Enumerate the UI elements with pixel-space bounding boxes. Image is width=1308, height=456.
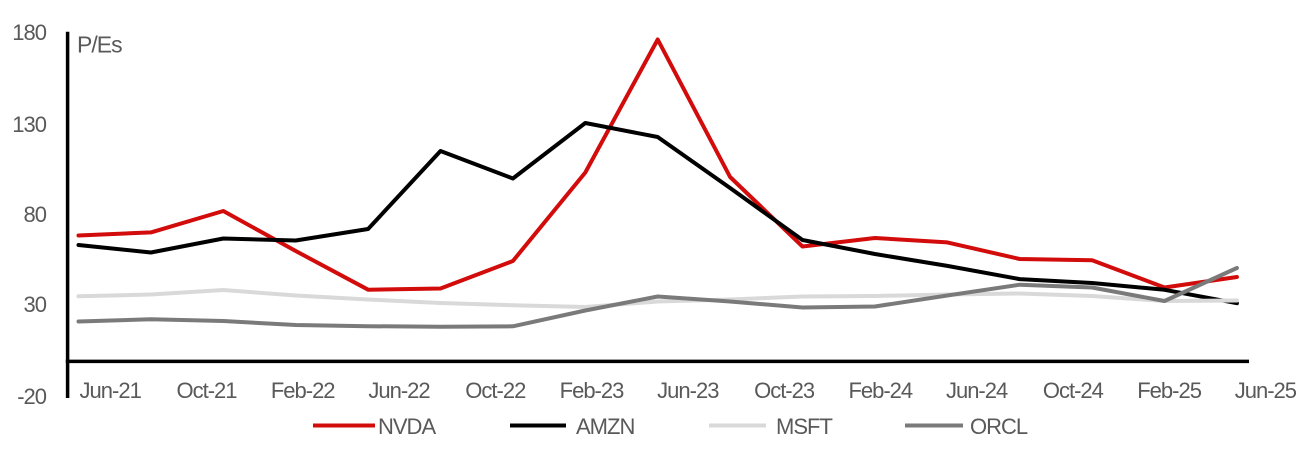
svg-text:30: 30 [24, 292, 47, 317]
svg-text:Oct-23: Oct-23 [754, 378, 815, 403]
svg-text:ORCL: ORCL [970, 414, 1028, 439]
svg-text:Oct-21: Oct-21 [176, 378, 237, 403]
svg-text:80: 80 [24, 202, 47, 227]
svg-text:Jun-25: Jun-25 [1235, 378, 1297, 403]
svg-text:Feb-22: Feb-22 [271, 378, 335, 403]
svg-text:AMZN: AMZN [576, 414, 634, 439]
svg-text:Feb-25: Feb-25 [1137, 378, 1201, 403]
svg-text:-20: -20 [17, 384, 47, 409]
svg-text:Jun-22: Jun-22 [368, 378, 430, 403]
svg-text:Feb-24: Feb-24 [848, 378, 912, 403]
svg-text:Jun-24: Jun-24 [946, 378, 1008, 403]
svg-text:NVDA: NVDA [378, 414, 436, 439]
svg-text:MSFT: MSFT [776, 414, 832, 439]
svg-text:Feb-23: Feb-23 [560, 378, 624, 403]
svg-text:Oct-24: Oct-24 [1043, 378, 1104, 403]
svg-text:180: 180 [12, 20, 46, 45]
svg-text:Jun-21: Jun-21 [80, 378, 142, 403]
svg-text:Oct-22: Oct-22 [465, 378, 526, 403]
svg-text:P/Es: P/Es [77, 32, 122, 58]
svg-text:130: 130 [12, 112, 46, 137]
svg-text:Jun-23: Jun-23 [657, 378, 719, 403]
